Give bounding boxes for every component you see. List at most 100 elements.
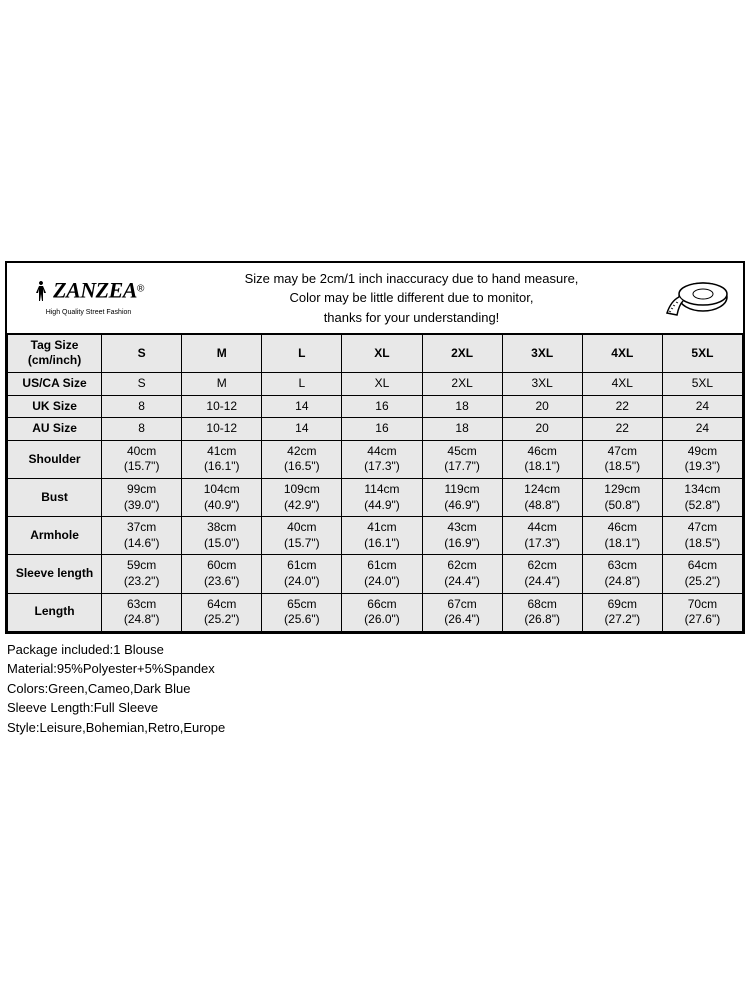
cell: XL [342,372,422,395]
cell-cm: 66cm [344,597,419,613]
cell: 38cm(15.0") [182,517,262,555]
cell-cm: 42cm [264,444,339,460]
cell-cm: 61cm [344,558,419,574]
cell: 44cm(17.3") [342,440,422,478]
cell-in: (27.2") [585,612,660,628]
brand-name: ZANZEA [53,278,137,303]
cell: 67cm(26.4") [422,593,502,631]
table-row: Length63cm(24.8")64cm(25.2")65cm(25.6")6… [8,593,743,631]
cell: 129cm(50.8") [582,478,662,516]
cell-in: (26.8") [505,612,580,628]
row-label: Bust [8,478,102,516]
row-label: Shoulder [8,440,102,478]
cell: 43cm(16.9") [422,517,502,555]
cell-in: (18.1") [585,536,660,552]
row-label: US/CA Size [8,372,102,395]
row-label: Length [8,593,102,631]
table-row: Armhole37cm(14.6")38cm(15.0")40cm(15.7")… [8,517,743,555]
cell-in: (16.5") [264,459,339,475]
table-header: Tag Size (cm/inch) SMLXL2XL3XL4XL5XL [8,334,743,372]
cell: 2XL [422,372,502,395]
cell: 114cm(44.9") [342,478,422,516]
cell-cm: 45cm [425,444,500,460]
cell-in: (24.8") [104,612,179,628]
cell-in: (15.7") [104,459,179,475]
detail-style: Style:Leisure,Bohemian,Retro,Europe [7,718,743,738]
cell: 60cm(23.6") [182,555,262,593]
cell-in: (24.4") [425,574,500,590]
cell-cm: 69cm [585,597,660,613]
cell: 104cm(40.9") [182,478,262,516]
cell: 68cm(26.8") [502,593,582,631]
table-row: AU Size810-12141618202224 [8,418,743,441]
header-tag-size: Tag Size (cm/inch) [8,334,102,372]
cell: L [262,372,342,395]
cell-in: (39.0") [104,498,179,514]
row-label: AU Size [8,418,102,441]
cell-in: (16.1") [184,459,259,475]
cell: 22 [582,418,662,441]
cell: 41cm(16.1") [182,440,262,478]
notice-line-2: Color may be little different due to mon… [174,288,649,308]
cell: 62cm(24.4") [502,555,582,593]
cell-cm: 64cm [665,558,740,574]
cell-in: (15.0") [184,536,259,552]
table-row: US/CA SizeSMLXL2XL3XL4XL5XL [8,372,743,395]
detail-package: Package included:1 Blouse [7,640,743,660]
notice-line-1: Size may be 2cm/1 inch inaccuracy due to… [174,269,649,289]
brand-tagline: High Quality Street Fashion [46,309,132,316]
header-size-2: L [262,334,342,372]
cell-cm: 43cm [425,520,500,536]
cell: 37cm(14.6") [102,517,182,555]
cell-cm: 40cm [264,520,339,536]
cell: 20 [502,395,582,418]
cell-in: (26.4") [425,612,500,628]
row-label: Sleeve length [8,555,102,593]
cell: 119cm(46.9") [422,478,502,516]
cell-in: (24.4") [505,574,580,590]
cell-cm: 104cm [184,482,259,498]
cell-in: (40.9") [184,498,259,514]
cell-cm: 41cm [344,520,419,536]
cell-cm: 63cm [585,558,660,574]
cell: 44cm(17.3") [502,517,582,555]
cell: 20 [502,418,582,441]
cell-in: (52.8") [665,498,740,514]
header-row: Tag Size (cm/inch) SMLXL2XL3XL4XL5XL [8,334,743,372]
cell-in: (25.2") [184,612,259,628]
cell-cm: 46cm [505,444,580,460]
cell-cm: 114cm [344,482,419,498]
cell-cm: 41cm [184,444,259,460]
row-label: Armhole [8,517,102,555]
product-details: Package included:1 Blouse Material:95%Po… [5,634,745,740]
cell-in: (24.0") [344,574,419,590]
cell: 46cm(18.1") [502,440,582,478]
cell-in: (18.1") [505,459,580,475]
table-row: Shoulder40cm(15.7")41cm(16.1")42cm(16.5"… [8,440,743,478]
cell-cm: 59cm [104,558,179,574]
cell-in: (23.6") [184,574,259,590]
cell: 22 [582,395,662,418]
cell: 18 [422,418,502,441]
cell: 4XL [582,372,662,395]
cell-cm: 62cm [505,558,580,574]
notice-text: Size may be 2cm/1 inch inaccuracy due to… [170,263,653,334]
cell-cm: 64cm [184,597,259,613]
measuring-tape-icon [653,275,743,320]
cell-cm: 38cm [184,520,259,536]
cell: 47cm(18.5") [662,517,742,555]
cell-cm: 49cm [665,444,740,460]
cell-in: (24.0") [264,574,339,590]
cell: 8 [102,395,182,418]
cell: 41cm(16.1") [342,517,422,555]
cell: 40cm(15.7") [262,517,342,555]
cell: 10-12 [182,395,262,418]
cell-in: (17.3") [344,459,419,475]
cell-cm: 63cm [104,597,179,613]
header-size-0: S [102,334,182,372]
cell: 16 [342,395,422,418]
size-chart-container: ZANZEA® High Quality Street Fashion Size… [5,261,745,739]
cell: 24 [662,395,742,418]
header-tag-size-l2: (cm/inch) [10,353,99,369]
size-chart-box: ZANZEA® High Quality Street Fashion Size… [5,261,745,634]
